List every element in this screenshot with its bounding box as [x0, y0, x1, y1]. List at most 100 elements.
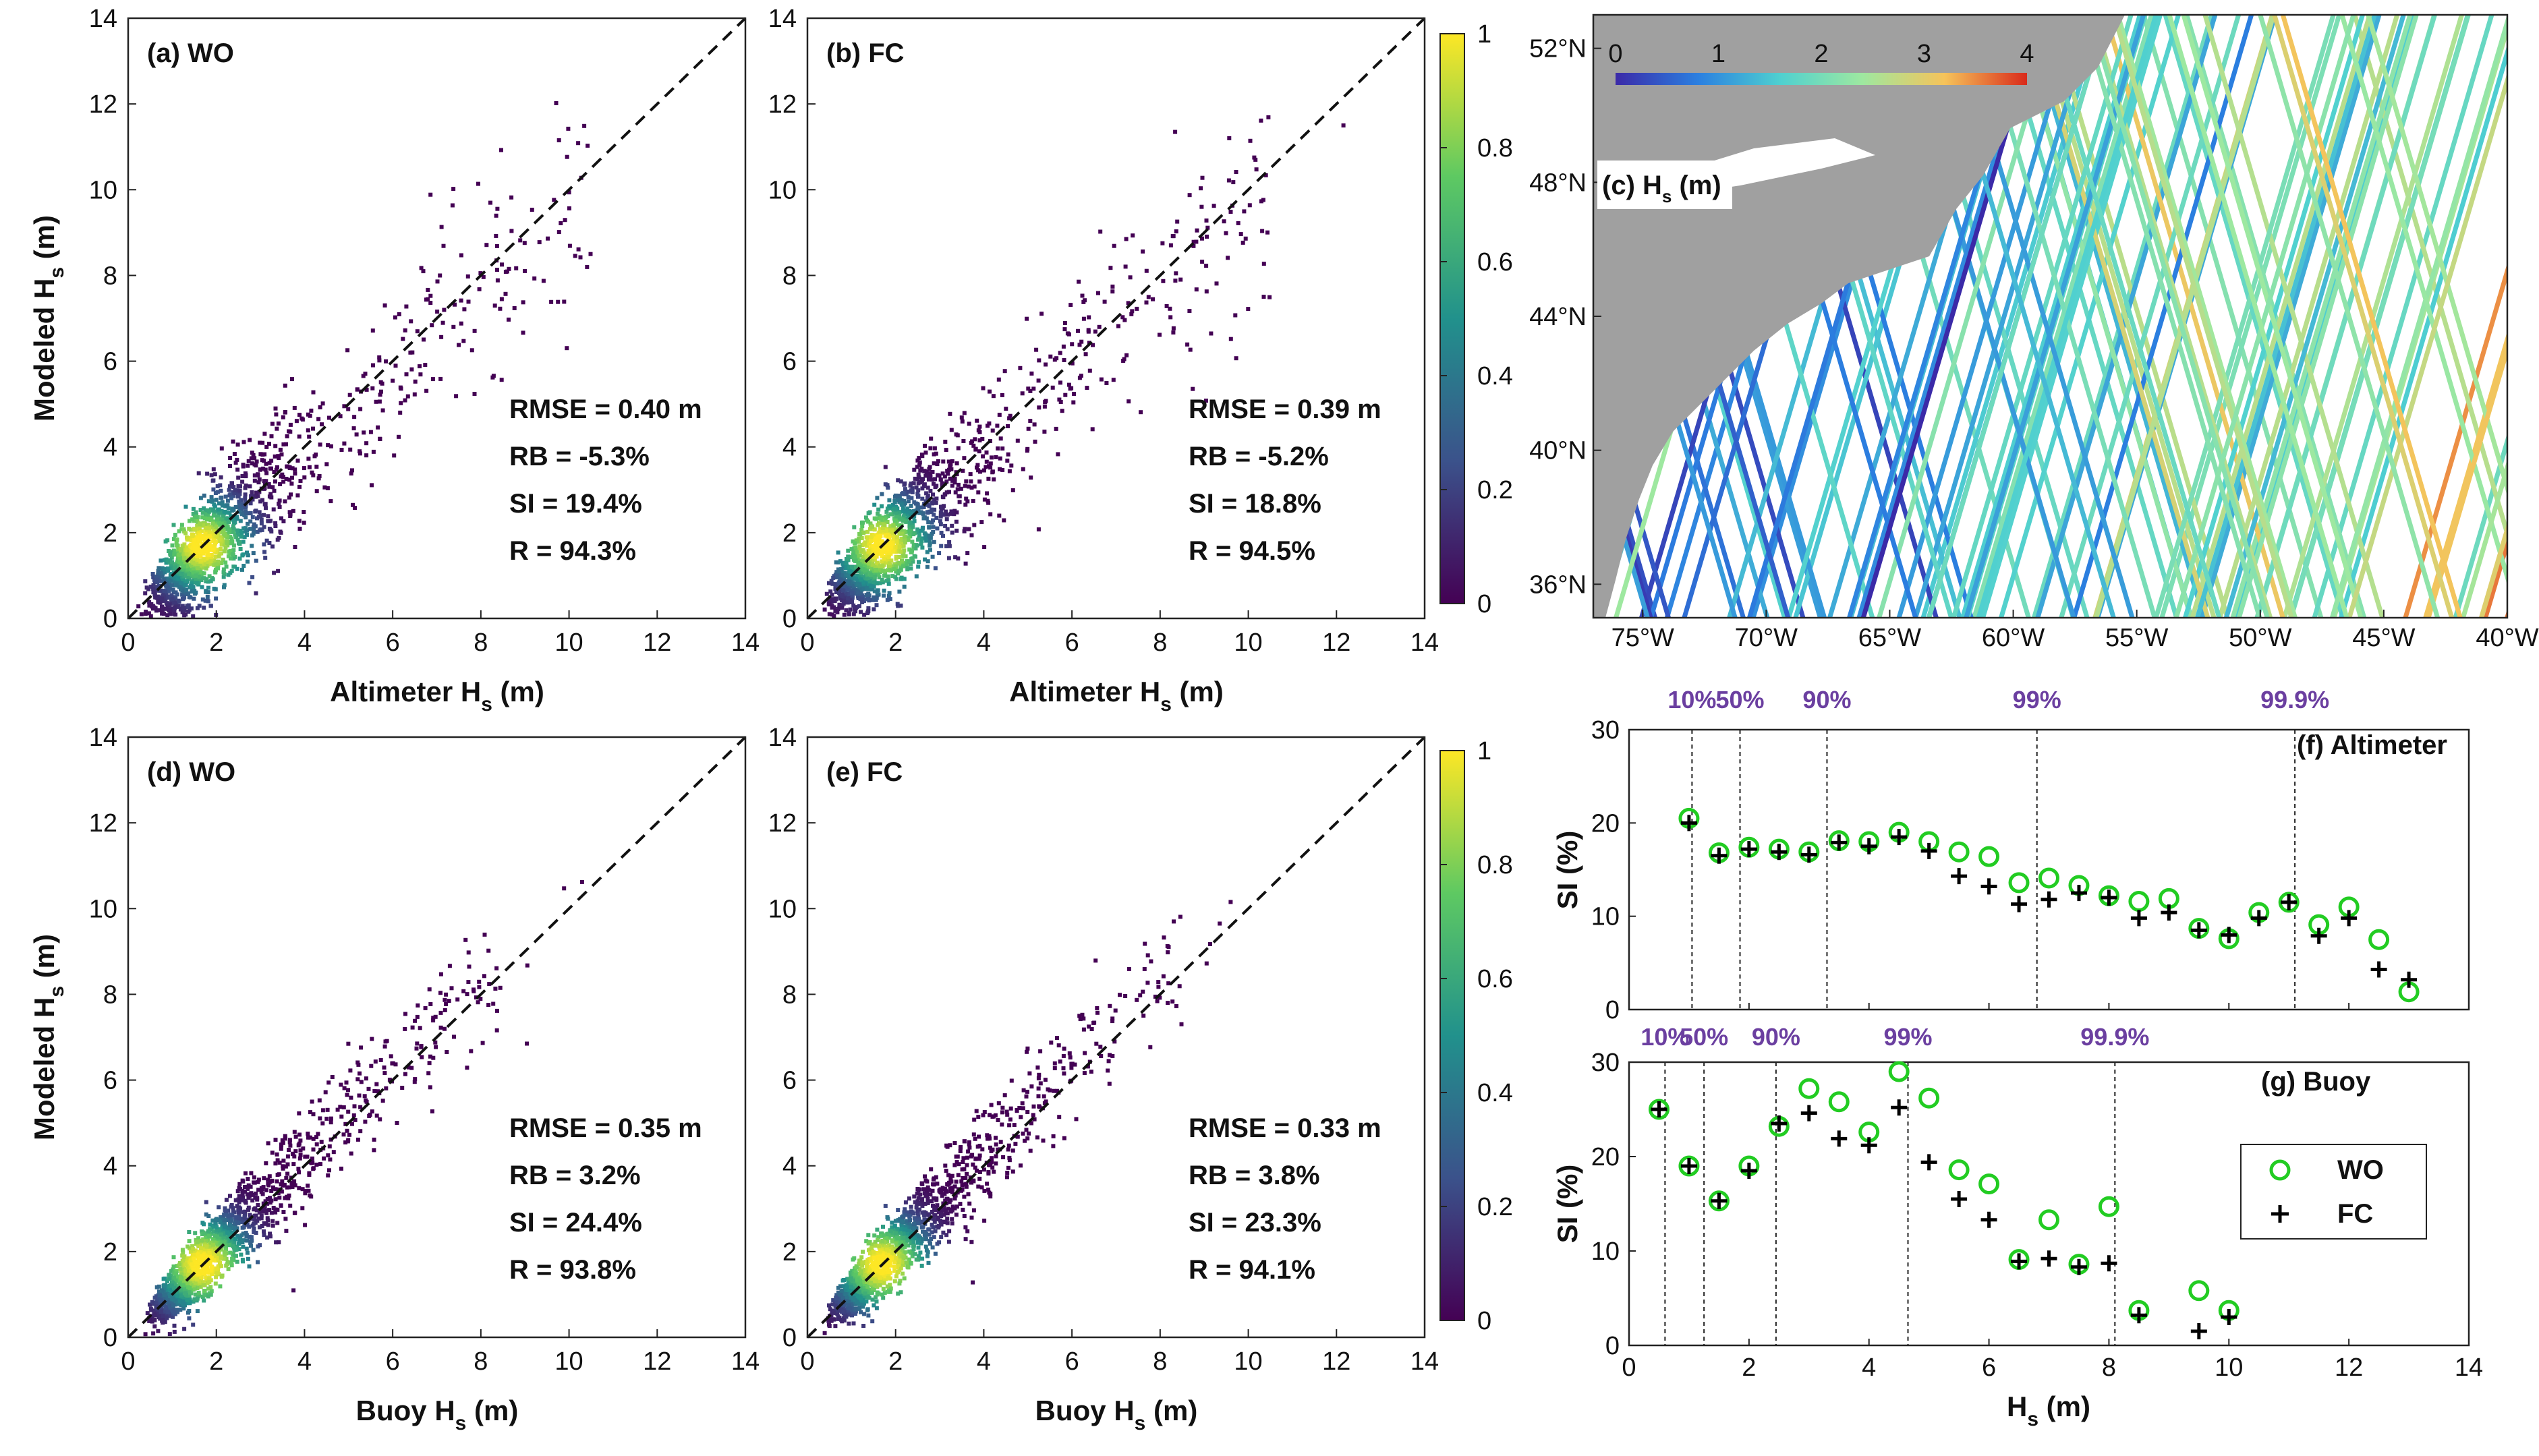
scatter-point	[207, 1262, 212, 1266]
scatter-point	[854, 565, 858, 570]
scatter-point	[1171, 326, 1176, 330]
scatter-point	[195, 1309, 200, 1314]
scatter-point	[229, 556, 233, 561]
scatter-point	[303, 1155, 308, 1159]
scatter-point	[886, 555, 891, 559]
scatter-point	[245, 1250, 250, 1255]
scatter-point	[896, 604, 901, 608]
scatter-point	[565, 346, 569, 351]
scatter-point	[1006, 424, 1010, 428]
scatter-point	[165, 576, 169, 581]
scatter-point	[201, 536, 206, 541]
scatter-point	[982, 497, 987, 502]
scatter-point	[860, 600, 865, 604]
scatter-point	[842, 600, 847, 604]
scatter-point	[309, 408, 314, 413]
scatter-point	[327, 1168, 331, 1173]
scatter-point	[876, 592, 881, 597]
scatter-point	[980, 436, 985, 441]
scatter-point	[924, 491, 929, 496]
scatter-point	[853, 606, 858, 610]
scatter-point	[427, 1061, 432, 1066]
scatter-point	[267, 461, 272, 465]
scatter-point	[829, 579, 834, 583]
scatter-point	[998, 467, 1002, 471]
scatter-point	[177, 552, 181, 557]
scatter-point	[928, 541, 932, 546]
scatter-point	[1034, 347, 1039, 352]
scatter-point	[876, 1235, 881, 1240]
scatter-point	[262, 550, 267, 554]
scatter-point	[279, 1146, 283, 1151]
scatter-point	[465, 992, 469, 997]
scatter-point	[457, 343, 461, 347]
scatter-point	[221, 1240, 226, 1245]
scatter-point	[264, 471, 269, 475]
scatter-point	[964, 479, 969, 484]
scatter-point	[906, 511, 911, 515]
scatter-point	[1228, 337, 1233, 341]
scatter-point	[289, 1180, 294, 1185]
scatter-point	[259, 517, 264, 522]
axes-frame-b	[806, 17, 1426, 620]
scatter-point	[1004, 407, 1008, 411]
scatter-point	[235, 566, 239, 571]
scatter-point	[920, 486, 925, 491]
scatter-point	[1128, 275, 1133, 280]
scatter-point	[897, 513, 902, 518]
scatter-point	[897, 560, 902, 565]
scatter-point	[213, 570, 218, 575]
scatter-point	[171, 1303, 175, 1308]
scatter-point	[433, 1014, 438, 1019]
scatter-point	[893, 507, 898, 512]
scatter-point	[478, 271, 483, 276]
scatter-point	[984, 450, 989, 455]
scatter-point	[868, 521, 873, 526]
scatter-point	[499, 148, 503, 152]
scatter-point	[174, 1284, 179, 1289]
scatter-point	[227, 540, 232, 544]
scatter-point	[988, 1145, 992, 1150]
scatter-point	[582, 123, 587, 128]
scatter-point	[225, 1218, 230, 1222]
scatter-point	[210, 1264, 215, 1269]
scatter-point	[904, 508, 909, 513]
scatter-point	[254, 508, 258, 513]
scatter-point	[939, 511, 944, 516]
scatter-point	[235, 517, 239, 521]
scatter-point	[228, 549, 233, 554]
scatter-point	[324, 462, 329, 467]
stat-si-b: SI = 18.8%	[1189, 489, 1321, 519]
scatter-point	[186, 610, 191, 614]
scatter-point	[212, 519, 217, 524]
scatter-point	[826, 602, 831, 606]
scatter-point	[842, 612, 847, 617]
scatter-point	[1056, 1043, 1061, 1048]
scatter-point	[939, 531, 944, 535]
scatter-point	[200, 1221, 205, 1225]
x-axis-label-d-unit: (m)	[466, 1395, 518, 1426]
scatter-point	[298, 1153, 303, 1157]
scatter-point	[438, 376, 443, 381]
scatter-point	[916, 537, 921, 542]
scatter-point	[879, 542, 883, 546]
scatter-point	[1058, 351, 1062, 355]
scatter-point	[205, 471, 210, 476]
scatter-point	[1093, 329, 1097, 334]
one-to-one-line-a	[127, 17, 747, 620]
scatter-point	[1146, 295, 1151, 299]
scatter-point	[214, 498, 219, 502]
scatter-point	[912, 467, 917, 472]
scatter-point	[319, 1140, 324, 1144]
y-tick-label: 4	[103, 1153, 117, 1181]
scatter-point	[218, 1284, 223, 1289]
scatter-point	[1144, 268, 1149, 273]
scatter-point	[184, 579, 189, 583]
scatter-point	[863, 515, 868, 520]
scatter-point	[939, 544, 944, 548]
scatter-point	[213, 1233, 217, 1238]
scatter-point	[212, 502, 217, 507]
scatter-point	[1006, 452, 1010, 457]
scatter-point	[231, 527, 236, 531]
